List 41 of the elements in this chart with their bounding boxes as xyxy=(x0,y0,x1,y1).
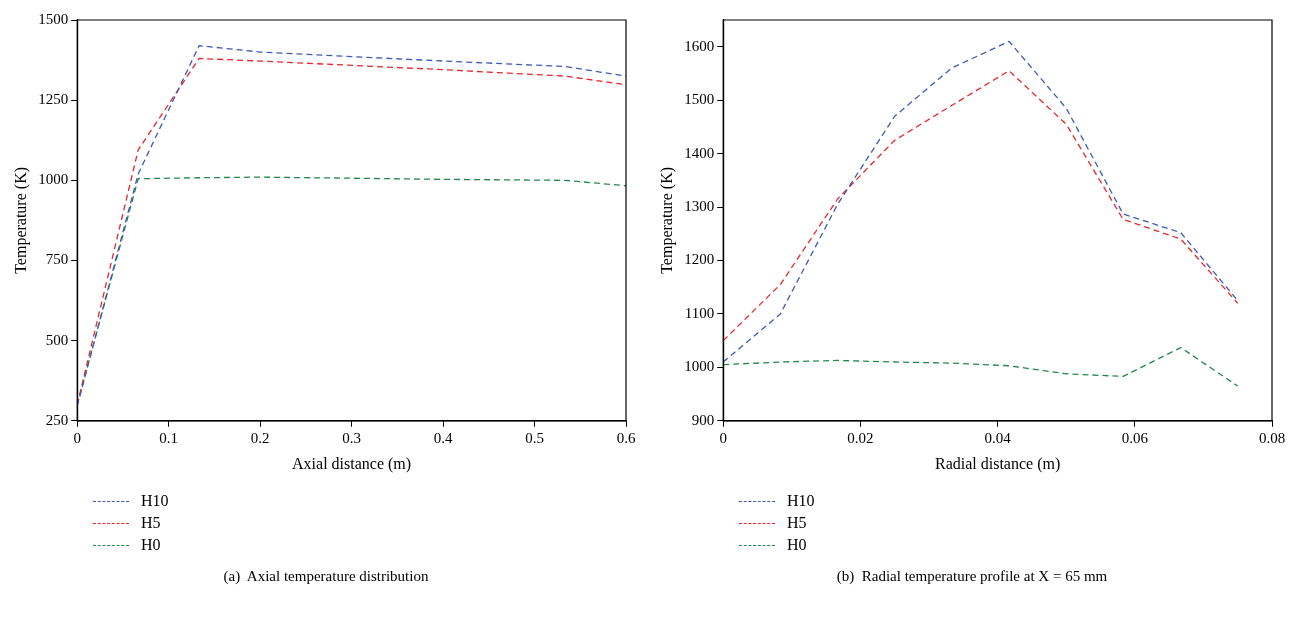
x-tick-label: 0.2 xyxy=(250,429,270,446)
text: (b) Radial temperature profile at X = 65 mm xyxy=(835,568,1109,585)
y-tick-label: 1400 xyxy=(684,144,715,161)
y-tick-label: 1000 xyxy=(684,358,715,375)
y-tick-label: 750 xyxy=(45,251,69,268)
y-tick-label: 1200 xyxy=(684,251,715,268)
y-tick-label: 1000 xyxy=(38,171,69,188)
y-tick-label: 1100 xyxy=(684,304,715,321)
x-tick-label: 0.5 xyxy=(525,429,544,446)
y-tick-label: 1250 xyxy=(38,91,69,108)
legend-label: H0 xyxy=(787,536,807,554)
y-axis-title: Temperature (K) xyxy=(657,166,676,274)
line-series xyxy=(723,70,1239,342)
legend-label: H5 xyxy=(141,514,161,532)
x-axis-title: Axial distance (m) xyxy=(292,454,412,473)
x-tick-label: 0 xyxy=(73,429,81,446)
y-tick-label: 1500 xyxy=(38,10,69,27)
legend-label: H10 xyxy=(787,492,815,510)
x-tick-label: 0.06 xyxy=(1121,429,1149,446)
x-tick-label: 0.6 xyxy=(616,429,636,446)
legend-label: H0 xyxy=(141,536,161,554)
x-tick-label: 0.02 xyxy=(847,429,874,446)
x-tick-label: 0 xyxy=(719,429,727,446)
x-tick-label: 0.4 xyxy=(433,429,453,446)
line-series xyxy=(723,40,1239,363)
x-tick-label: 0.3 xyxy=(342,429,361,446)
legend-label: H10 xyxy=(141,492,169,510)
y-axis-title: Temperature (K) xyxy=(11,166,30,274)
x-tick-label: 0.08 xyxy=(1258,429,1286,446)
x-tick-label: 0.1 xyxy=(159,429,179,446)
y-tick-label: 250 xyxy=(45,411,69,428)
y-tick-label: 900 xyxy=(691,411,715,428)
x-tick-label: 0.04 xyxy=(984,429,1012,446)
line-series xyxy=(723,346,1239,387)
y-tick-label: 1500 xyxy=(684,91,715,108)
legend-label: H5 xyxy=(787,514,807,532)
y-tick-label: 1600 xyxy=(684,37,715,54)
text: (a) Axial temperature distribution xyxy=(222,568,430,585)
y-tick-label: 1300 xyxy=(684,197,715,214)
x-axis-title: Radial distance (m) xyxy=(934,454,1061,473)
y-tick-label: 500 xyxy=(45,331,69,348)
